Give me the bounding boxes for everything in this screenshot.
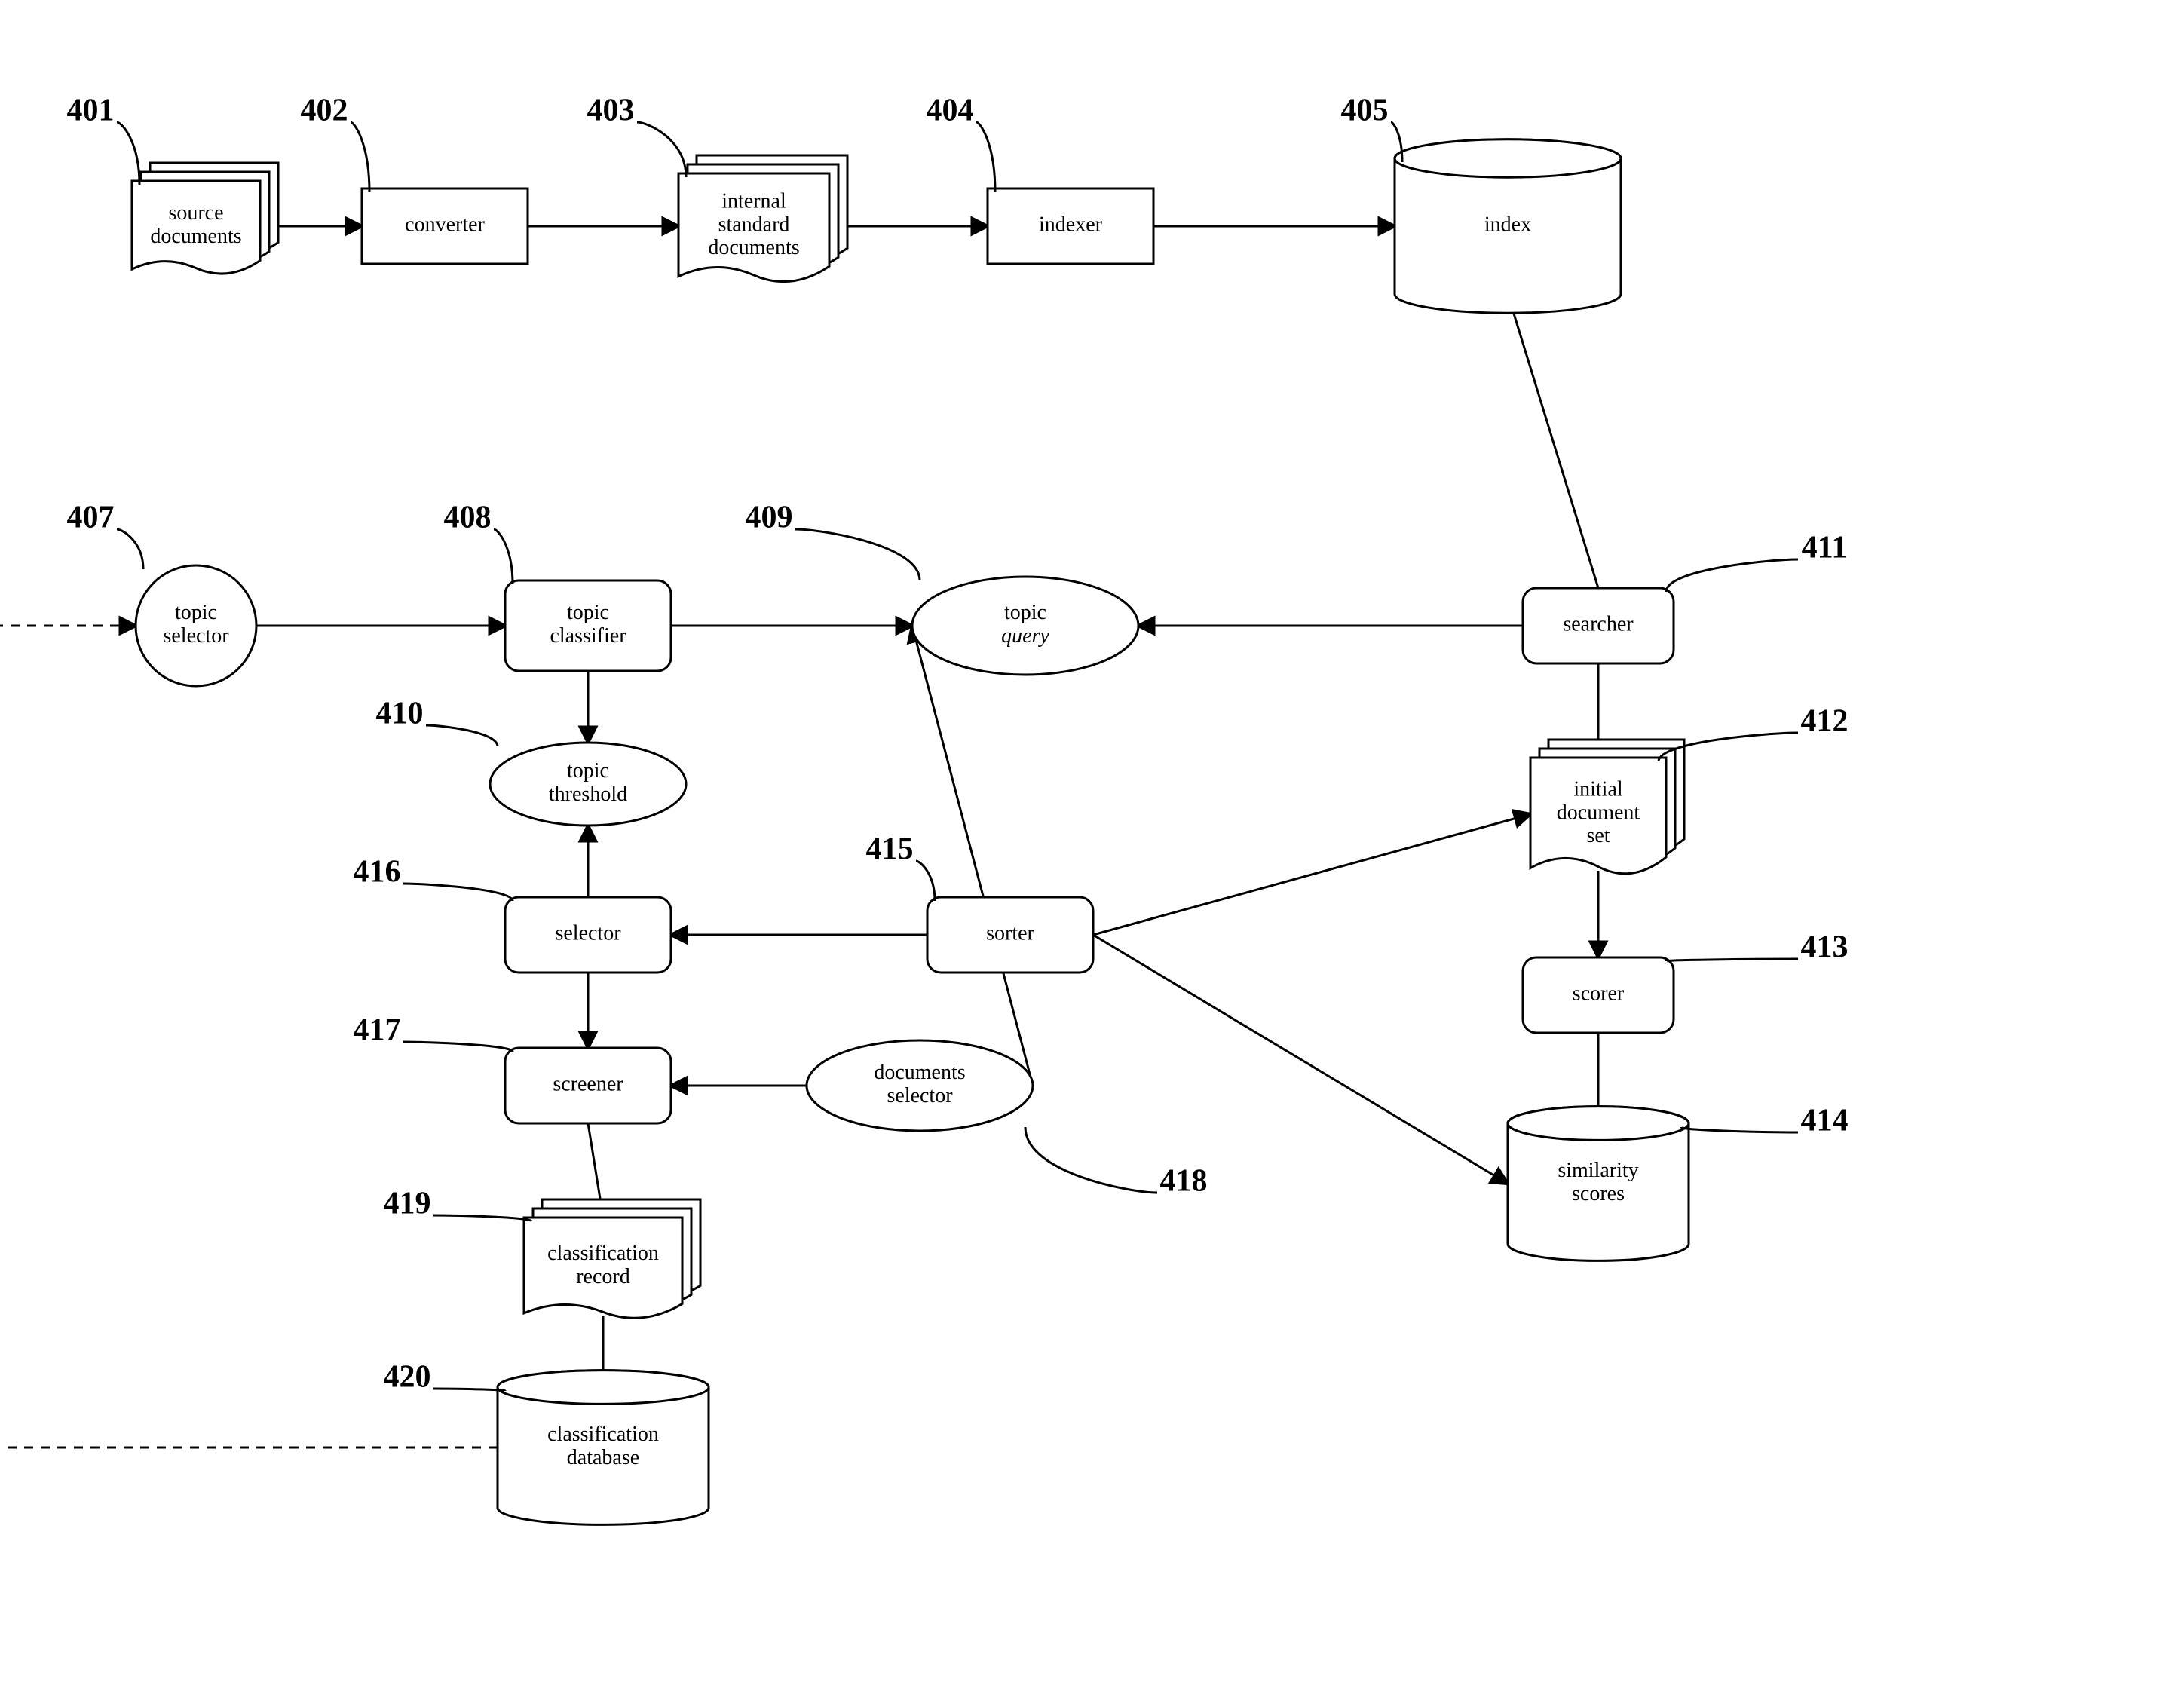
svg-text:selector: selector bbox=[555, 921, 621, 945]
svg-text:selector: selector bbox=[887, 1084, 953, 1107]
ref-label-404: 404 bbox=[927, 93, 974, 128]
svg-text:sorter: sorter bbox=[986, 921, 1034, 945]
node-n403: internalstandarddocuments bbox=[678, 155, 847, 282]
node-n415: sorter bbox=[927, 897, 1093, 973]
svg-text:selector: selector bbox=[163, 624, 229, 648]
svg-text:indexer: indexer bbox=[1039, 213, 1103, 236]
node-n412: initialdocumentset bbox=[1530, 740, 1684, 874]
ref-label-416: 416 bbox=[354, 855, 401, 890]
edge-n411-n405 bbox=[1508, 294, 1598, 588]
ref-label-408: 408 bbox=[444, 501, 492, 535]
node-n409: topicquery bbox=[912, 577, 1138, 675]
node-n405: index bbox=[1395, 139, 1621, 313]
node-n413: scorer bbox=[1523, 957, 1674, 1033]
ref-label-419: 419 bbox=[384, 1187, 431, 1221]
ref-label-401: 401 bbox=[67, 93, 115, 128]
node-n420: classificationdatabase bbox=[498, 1371, 709, 1525]
svg-text:searcher: searcher bbox=[1563, 612, 1634, 636]
ref-label-405: 405 bbox=[1341, 93, 1389, 128]
flowchart-diagram: sourcedocumentsconverterinternalstandard… bbox=[0, 0, 2184, 1694]
svg-text:documents: documents bbox=[150, 225, 241, 248]
svg-text:set: set bbox=[1586, 824, 1610, 847]
ref-leader-420 bbox=[433, 1389, 505, 1391]
ref-leader-407 bbox=[117, 529, 143, 569]
ref-label-412: 412 bbox=[1801, 704, 1849, 739]
svg-text:topic: topic bbox=[1004, 601, 1046, 624]
ref-leader-413 bbox=[1666, 959, 1798, 961]
svg-text:classification: classification bbox=[547, 1242, 659, 1265]
svg-text:screener: screener bbox=[553, 1072, 623, 1095]
ref-leader-416 bbox=[403, 884, 513, 901]
node-n414: similarityscores bbox=[1508, 1107, 1689, 1261]
ref-leader-402 bbox=[351, 122, 369, 192]
node-n418: documentsselector bbox=[807, 1040, 1033, 1131]
svg-text:initial: initial bbox=[1573, 778, 1623, 801]
svg-text:index: index bbox=[1484, 213, 1531, 236]
ref-label-414: 414 bbox=[1801, 1104, 1849, 1138]
ref-leader-417 bbox=[403, 1042, 513, 1052]
svg-text:internal: internal bbox=[721, 190, 786, 213]
edge-n418-n409 bbox=[912, 626, 1033, 1086]
node-n417: screener bbox=[505, 1048, 671, 1123]
node-n401: sourcedocuments bbox=[132, 163, 278, 274]
svg-text:threshold: threshold bbox=[549, 783, 627, 806]
svg-text:source: source bbox=[168, 201, 223, 225]
svg-text:scorer: scorer bbox=[1573, 982, 1625, 1005]
svg-text:documents: documents bbox=[708, 236, 799, 259]
node-n408: topicclassifier bbox=[505, 580, 671, 671]
ref-leader-419 bbox=[433, 1215, 531, 1221]
edge-n420-n407 bbox=[0, 626, 498, 1447]
ref-label-417: 417 bbox=[354, 1013, 401, 1048]
ref-leader-411 bbox=[1666, 559, 1798, 592]
svg-text:scores: scores bbox=[1572, 1182, 1625, 1205]
ref-label-420: 420 bbox=[384, 1360, 431, 1395]
svg-text:documents: documents bbox=[874, 1061, 965, 1084]
ref-leader-403 bbox=[637, 122, 686, 177]
svg-text:topic: topic bbox=[567, 759, 609, 783]
edge-n415-n412 bbox=[1093, 814, 1530, 935]
svg-text:topic: topic bbox=[567, 601, 609, 624]
ref-leader-418 bbox=[1025, 1127, 1157, 1193]
ref-label-418: 418 bbox=[1160, 1164, 1208, 1199]
ref-leader-414 bbox=[1681, 1127, 1798, 1132]
ref-leader-415 bbox=[916, 861, 935, 901]
ref-label-402: 402 bbox=[301, 93, 348, 128]
node-n416: selector bbox=[505, 897, 671, 973]
ref-leader-409 bbox=[795, 529, 920, 580]
svg-text:record: record bbox=[576, 1265, 630, 1288]
ref-leader-408 bbox=[494, 529, 513, 584]
svg-text:classification: classification bbox=[547, 1423, 659, 1446]
ref-label-403: 403 bbox=[587, 93, 635, 128]
node-n411: searcher bbox=[1523, 588, 1674, 663]
ref-leader-404 bbox=[976, 122, 995, 192]
ref-leader-410 bbox=[426, 725, 498, 746]
svg-text:converter: converter bbox=[405, 213, 485, 236]
ref-label-407: 407 bbox=[67, 501, 115, 535]
node-n404: indexer bbox=[988, 188, 1153, 264]
node-n419: classificationrecord bbox=[524, 1199, 700, 1318]
svg-text:database: database bbox=[567, 1446, 639, 1469]
edge-n415-n414 bbox=[1093, 935, 1508, 1184]
node-n402: converter bbox=[362, 188, 528, 264]
ref-label-410: 410 bbox=[376, 697, 424, 731]
ref-label-411: 411 bbox=[1802, 531, 1848, 565]
svg-text:classifier: classifier bbox=[550, 624, 626, 648]
ref-label-413: 413 bbox=[1801, 930, 1849, 965]
svg-text:standard: standard bbox=[718, 213, 790, 236]
svg-text:similarity: similarity bbox=[1558, 1159, 1638, 1182]
svg-text:document: document bbox=[1557, 801, 1640, 824]
svg-text:query: query bbox=[1001, 624, 1049, 648]
node-n407: topicselector bbox=[136, 565, 256, 686]
ref-leader-401 bbox=[117, 122, 139, 185]
ref-label-409: 409 bbox=[746, 501, 793, 535]
svg-text:topic: topic bbox=[175, 601, 217, 624]
node-n410: topicthreshold bbox=[490, 743, 686, 826]
ref-label-415: 415 bbox=[866, 832, 914, 867]
